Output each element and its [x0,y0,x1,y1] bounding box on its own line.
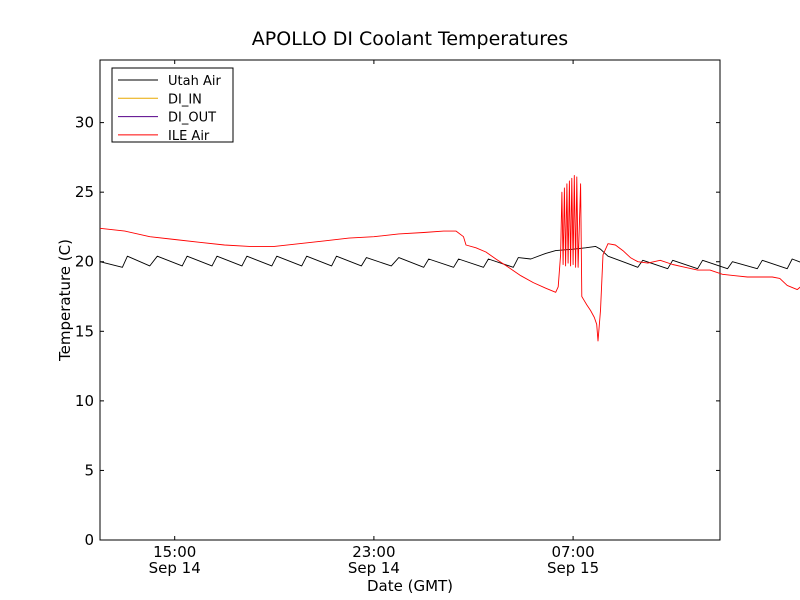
y-tick-label: 15 [75,322,94,340]
legend-label: ILE Air [168,129,210,144]
chart-title: APOLLO DI Coolant Temperatures [252,28,568,50]
legend-label: DI_OUT [168,111,216,126]
y-axis-label: Temperature (C) [56,239,74,362]
x-tick-date-label: Sep 14 [348,559,400,577]
x-tick-time-label: 23:00 [352,543,395,561]
y-tick-label: 30 [75,114,94,132]
y-tick-label: 5 [84,461,94,479]
y-tick-label: 10 [75,392,94,410]
y-tick-label: 25 [75,183,94,201]
y-tick-label: 20 [75,253,94,271]
legend-label: Utah Air [168,74,221,89]
x-tick-date-label: Sep 15 [547,559,599,577]
legend-label: DI_IN [168,92,202,107]
series-layer [99,175,800,342]
x-tick-date-label: Sep 14 [149,559,201,577]
series-line-ile-air [99,175,800,342]
x-axis-label: Date (GMT) [367,577,453,595]
legend: Utah Air DI_IN DI_OUT ILE Air [111,67,234,144]
x-tick-time-label: 15:00 [153,543,196,561]
series-line-utah-air [99,245,800,270]
x-tick-time-label: 07:00 [551,543,594,561]
y-tick-label: 0 [84,531,94,549]
